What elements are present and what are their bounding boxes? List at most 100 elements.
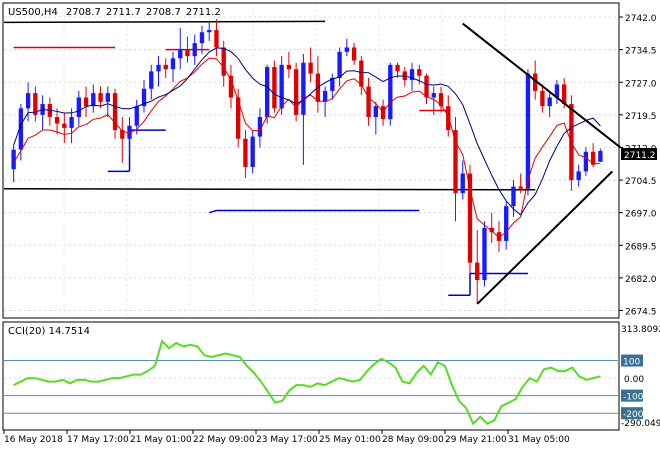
candle-body (120, 130, 125, 139)
cci-axis-max: 313.8092 (621, 325, 660, 335)
candle-body (446, 106, 451, 131)
open-value: 2708.7 (66, 7, 101, 18)
close-value: 2711.2 (186, 7, 221, 18)
candle-body (293, 69, 299, 115)
candle-body (424, 75, 429, 98)
price-tick-label: 2727.0 (625, 79, 657, 89)
price-tick-label: 2734.5 (625, 47, 657, 57)
candle-body (69, 117, 74, 128)
cci-level-box (621, 389, 643, 402)
triangle-upper-line (462, 22, 621, 149)
candle-body (590, 151, 596, 165)
candle-body (257, 117, 263, 137)
candle-body (236, 97, 241, 139)
candle-body (561, 84, 567, 104)
candle-body (489, 227, 494, 233)
candle-body (207, 30, 212, 33)
time-tick-label: 31 May 05:00 (508, 435, 570, 445)
candle-body (533, 73, 538, 91)
candle-body (540, 90, 545, 107)
candle-body (264, 67, 270, 118)
candle-body (482, 227, 487, 281)
candle-body (511, 186, 516, 207)
candle-body (504, 206, 509, 241)
symbol-text: US500,H4 (8, 7, 58, 18)
cci-header: CCI(20) 14.7514 (8, 326, 90, 337)
cci-tick-label: -100 (623, 393, 644, 403)
candle-body (417, 69, 422, 76)
candle-body (250, 136, 255, 168)
cci-grid (4, 360, 618, 414)
candle-body (228, 75, 234, 98)
candle-body (221, 47, 226, 76)
time-tick-label: 17 May 17:00 (67, 435, 129, 445)
time-tick-label: 29 May 21:00 (445, 435, 507, 445)
candle-body (359, 60, 364, 87)
candle-body (76, 97, 81, 118)
candle-body (54, 117, 60, 124)
symbol-header: US500,H4 2708.7 2711.7 2708.7 2711.2 (8, 7, 221, 18)
candle-body (25, 93, 31, 109)
candle-body (178, 49, 183, 59)
cci-line (13, 339, 601, 426)
cci-level-box (621, 354, 643, 367)
candle-body (127, 125, 132, 139)
candle-body (337, 51, 342, 78)
candle-body (475, 262, 480, 281)
candle-body (518, 186, 523, 189)
candle-body (438, 93, 444, 107)
price-panel-frame (2, 2, 620, 319)
cci-tick-label: 0.00 (624, 375, 644, 385)
candle-body (547, 97, 552, 107)
cci-axis-min: -290.049 (621, 419, 660, 429)
candle-body (83, 97, 89, 107)
candle-body (308, 62, 313, 74)
candle-body (170, 58, 176, 70)
candle-body (460, 173, 465, 194)
price-tick-label: 2689.5 (625, 242, 657, 252)
last-price-box (621, 148, 657, 160)
candle-body (62, 123, 67, 128)
cci-line-group (13, 339, 601, 426)
cci-tick-label: 100 (623, 358, 640, 368)
candle-body (409, 69, 415, 81)
candle-body (11, 149, 16, 170)
candle-body (431, 93, 436, 98)
cci-tick-label: -200 (623, 410, 644, 420)
candle-body (163, 64, 168, 70)
price-tick-label: 2704.5 (625, 177, 657, 187)
last-price-label: 2711.2 (621, 148, 657, 161)
candle-body (322, 90, 328, 102)
candle-body (525, 73, 531, 189)
candles (11, 19, 603, 304)
pivot-step (208, 209, 217, 214)
cci-level-box (621, 407, 643, 420)
candle-body (214, 30, 219, 48)
last-price-text: 2711.2 (624, 151, 656, 161)
candle-body (301, 62, 306, 115)
high-value: 2711.7 (106, 7, 141, 18)
price-grid (4, 4, 618, 317)
candle-body (112, 93, 118, 131)
candle-body (351, 47, 357, 61)
candle-body (496, 232, 502, 241)
resistance-line (3, 20, 326, 24)
candle-body (105, 93, 110, 102)
candle-body (199, 32, 205, 44)
candle-body (91, 93, 96, 107)
moving-average-lines (13, 47, 601, 239)
time-tick-label: 16 May 2018 (4, 435, 63, 445)
candle-body (279, 64, 284, 109)
candle-body (388, 64, 393, 120)
candle-body (453, 130, 458, 194)
candle-body (366, 86, 371, 118)
candle-body (156, 64, 161, 72)
time-tick-label: 21 May 01:00 (130, 435, 192, 445)
price-tick-label: 2719.5 (625, 112, 657, 122)
candle-body (373, 106, 378, 118)
candle-body (134, 106, 139, 126)
time-axis: 16 May 2018 17 May 17:00 21 May 01:00 22 Ma… (3, 430, 570, 445)
candle-body (330, 77, 335, 91)
price-tick-label: 2697.0 (625, 210, 657, 220)
